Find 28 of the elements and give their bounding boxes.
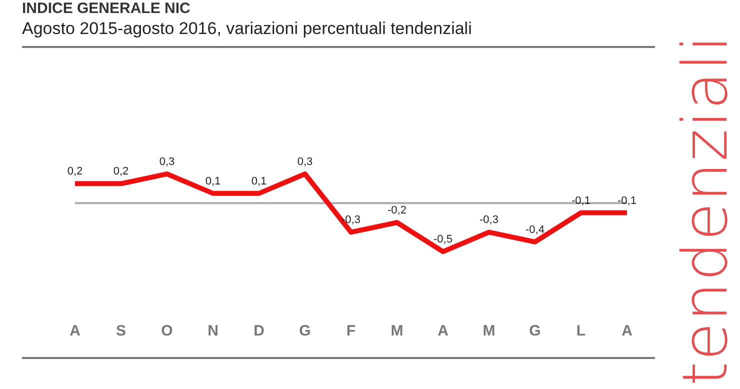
x-tick-label: G	[299, 322, 311, 340]
data-label: 0,3	[159, 156, 175, 168]
x-tick-label: N	[208, 322, 218, 340]
x-tick-label: G	[529, 322, 541, 340]
data-label: 0,3	[297, 156, 313, 168]
chart-subtitle: Agosto 2015-agosto 2016, variazioni percentuali tendenziali	[22, 19, 472, 39]
x-tick-label: O	[161, 322, 174, 340]
x-tick-label: D	[254, 322, 265, 340]
data-label: 0,2	[67, 166, 83, 178]
text: tendenziali	[668, 34, 740, 386]
x-tick-label: M	[390, 322, 404, 340]
x-tick-label: A	[70, 322, 81, 340]
data-label: -0,1	[618, 194, 636, 207]
data-label: -0,1	[572, 194, 590, 207]
chart-title: INDICE GENERALE NIC	[22, 0, 190, 17]
x-tick-label: A	[438, 322, 449, 340]
data-label: -0,2	[388, 204, 406, 216]
data-label: -0,4	[526, 224, 544, 236]
x-tick-label: A	[622, 322, 633, 340]
x-tick-label: S	[116, 322, 126, 340]
data-label: 0,1	[205, 175, 221, 188]
data-label: -0,5	[434, 234, 452, 246]
data-label: -0,3	[480, 214, 498, 226]
x-tick-label: L	[576, 322, 586, 340]
x-tick-label: M	[482, 322, 496, 340]
data-label: 0,1	[251, 175, 267, 188]
data-label: 0,2	[113, 166, 129, 178]
x-tick-label: F	[346, 322, 356, 340]
